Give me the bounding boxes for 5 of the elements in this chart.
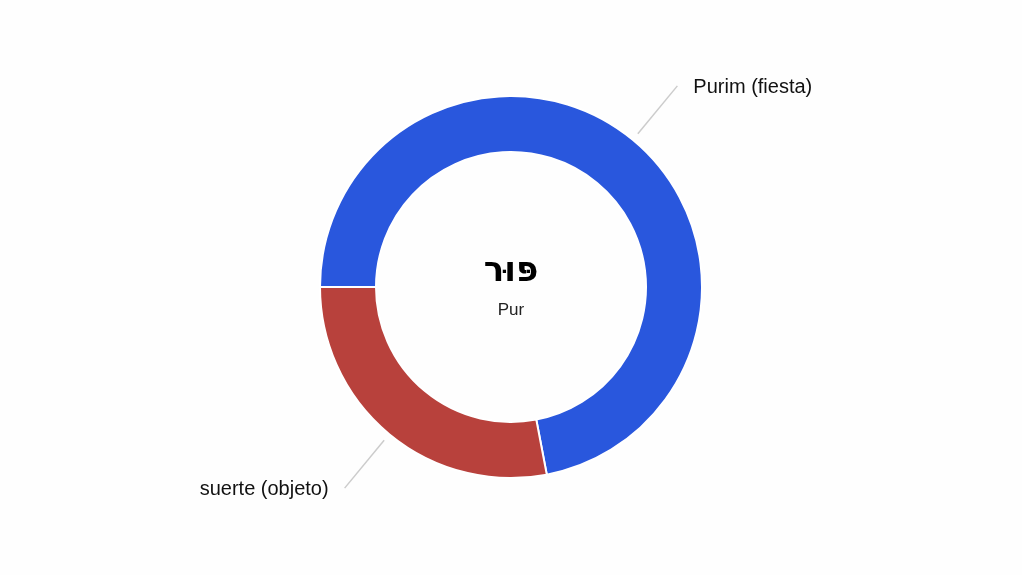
donut-slice bbox=[319, 95, 703, 476]
slice-label: suerte (objeto) bbox=[199, 477, 329, 500]
text: Pur bbox=[497, 300, 525, 319]
slice-label: Purim (fiesta) bbox=[693, 74, 813, 97]
text: פּוּר bbox=[483, 249, 539, 289]
